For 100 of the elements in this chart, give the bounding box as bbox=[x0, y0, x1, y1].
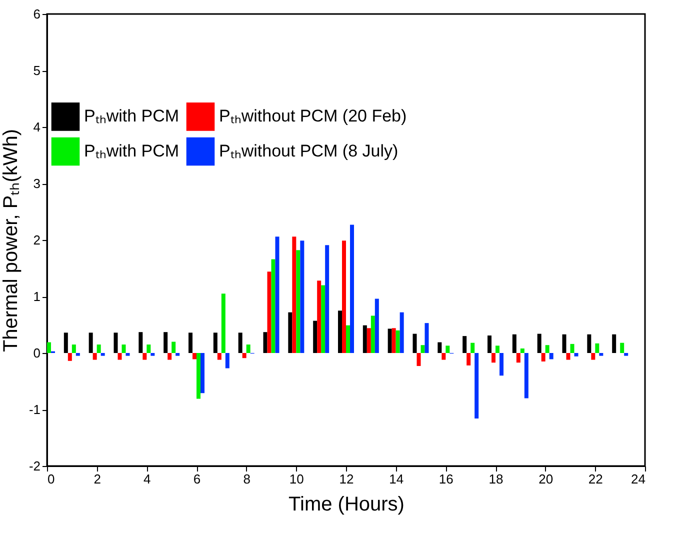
bar bbox=[512, 334, 516, 353]
bar bbox=[566, 353, 570, 360]
y-tick-label: 1 bbox=[33, 289, 40, 304]
legend-label: Pₜₕwithout PCM (8 July) bbox=[219, 142, 398, 160]
bar bbox=[100, 353, 105, 356]
bar bbox=[599, 353, 604, 356]
bar bbox=[392, 328, 396, 353]
bar bbox=[492, 353, 496, 363]
bar bbox=[541, 353, 546, 362]
y-tick-label: 3 bbox=[33, 176, 40, 191]
bar bbox=[516, 353, 520, 363]
bar bbox=[388, 328, 392, 353]
bar bbox=[47, 342, 51, 353]
y-axis-title: Thermal power, Pₜₕ(kWh) bbox=[0, 128, 22, 352]
bar bbox=[168, 353, 172, 360]
bar bbox=[438, 342, 442, 353]
bar bbox=[570, 344, 574, 353]
bar bbox=[64, 332, 68, 353]
bar bbox=[374, 298, 379, 353]
y-tick-label: 2 bbox=[33, 232, 40, 248]
x-axis-title: Time (Hours) bbox=[288, 494, 404, 516]
y-tick-label: 6 bbox=[33, 6, 40, 22]
x-tick-label: 22 bbox=[588, 472, 603, 486]
bar bbox=[246, 344, 250, 353]
bar bbox=[591, 353, 596, 360]
bar bbox=[338, 310, 342, 353]
bar bbox=[92, 353, 97, 360]
bar bbox=[217, 353, 222, 360]
x-tick-label: 10 bbox=[289, 472, 304, 486]
bar bbox=[446, 346, 450, 353]
bar bbox=[549, 353, 554, 360]
bar bbox=[400, 312, 404, 353]
bar bbox=[192, 353, 196, 360]
bar bbox=[76, 353, 80, 356]
bar bbox=[488, 335, 492, 353]
bar bbox=[138, 332, 143, 353]
y-tick-label: 4 bbox=[33, 120, 40, 134]
bar bbox=[142, 353, 147, 360]
bar bbox=[267, 272, 272, 353]
bar bbox=[321, 285, 326, 353]
bar bbox=[442, 353, 446, 360]
bar bbox=[164, 332, 168, 353]
bar bbox=[68, 353, 72, 361]
bar bbox=[221, 294, 226, 353]
bar bbox=[213, 332, 218, 353]
y-tick-label: 0 bbox=[33, 346, 40, 360]
bar bbox=[96, 344, 101, 353]
bar bbox=[574, 353, 578, 356]
bar bbox=[317, 280, 322, 353]
y-tick-label: -2 bbox=[28, 458, 40, 474]
bar bbox=[118, 353, 122, 360]
legend-label: Pₜₕwith PCM bbox=[84, 106, 180, 126]
bar bbox=[72, 344, 76, 353]
bar bbox=[424, 323, 429, 353]
bar bbox=[412, 334, 417, 353]
bar bbox=[470, 342, 475, 353]
bar bbox=[520, 348, 524, 353]
bar bbox=[370, 316, 375, 353]
bar bbox=[500, 353, 504, 376]
bar bbox=[242, 353, 246, 358]
bar bbox=[420, 345, 425, 353]
bar bbox=[537, 334, 542, 353]
y-tick-label: 5 bbox=[33, 63, 40, 78]
x-tick-label: 4 bbox=[144, 472, 151, 486]
x-tick-label: 24 bbox=[631, 472, 646, 486]
y-tick-label: -1 bbox=[28, 402, 40, 417]
legend-label: Pₜₕwithout PCM (20 Feb) bbox=[219, 106, 407, 126]
bar bbox=[474, 353, 479, 419]
bar bbox=[296, 250, 300, 353]
x-tick-label: 8 bbox=[243, 472, 250, 486]
bar bbox=[587, 334, 592, 353]
bar bbox=[612, 334, 616, 353]
bar bbox=[225, 353, 230, 368]
bar bbox=[200, 353, 204, 394]
bar bbox=[288, 312, 292, 353]
bar bbox=[172, 342, 176, 353]
bar bbox=[325, 245, 330, 353]
x-tick-label: 16 bbox=[438, 472, 454, 486]
bar bbox=[263, 332, 268, 353]
bar bbox=[313, 320, 318, 353]
bar bbox=[122, 344, 126, 353]
bar bbox=[150, 353, 155, 356]
bar bbox=[595, 343, 600, 353]
bar bbox=[275, 236, 280, 353]
bar bbox=[545, 345, 550, 353]
x-tick-label: 2 bbox=[94, 472, 101, 486]
bar bbox=[126, 353, 130, 356]
bar bbox=[350, 224, 354, 353]
x-tick-label: 14 bbox=[389, 472, 404, 486]
x-tick-label: 20 bbox=[538, 472, 554, 486]
bar bbox=[562, 334, 566, 353]
bar bbox=[620, 342, 624, 353]
x-tick-label: 6 bbox=[193, 472, 201, 486]
x-tick-label: 0 bbox=[48, 472, 55, 486]
bar bbox=[624, 353, 628, 356]
bar bbox=[88, 332, 93, 353]
bar bbox=[146, 344, 151, 353]
x-tick-label: 12 bbox=[339, 472, 354, 486]
bar bbox=[466, 353, 471, 366]
bar bbox=[114, 332, 118, 353]
